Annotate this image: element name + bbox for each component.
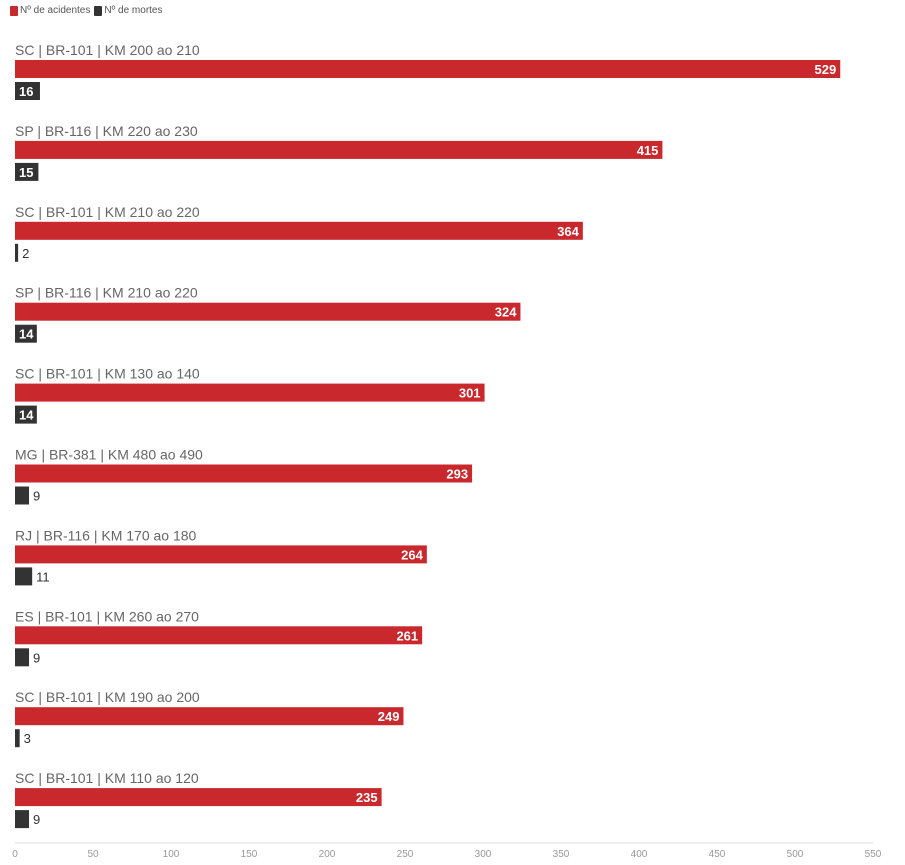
x-tick-label: 250 [397, 849, 414, 860]
accidents-bar [15, 545, 427, 564]
accidents-value-label: 301 [459, 386, 481, 401]
x-tick-label: 350 [553, 849, 570, 860]
legend-swatch-accidents [10, 5, 18, 16]
accidents-bar [15, 302, 521, 321]
category-label: ES | BR-101 | KM 260 ao 270 [15, 608, 199, 624]
x-tick-label: 200 [319, 849, 336, 860]
legend: Nº de acidentes Nº de mortes [10, 5, 167, 16]
accidents-value-label: 264 [401, 547, 423, 562]
accidents-value-label: 415 [637, 143, 659, 158]
deaths-bar [15, 324, 37, 343]
x-tick-label: 300 [475, 849, 492, 860]
x-tick-label: 500 [787, 849, 804, 860]
legend-label-deaths: Nº de mortes [104, 5, 163, 16]
deaths-value-label: 9 [33, 650, 40, 665]
deaths-bar [15, 729, 20, 748]
deaths-value-label: 9 [33, 489, 40, 504]
accidents-bar [15, 464, 473, 483]
accidents-value-label: 235 [356, 790, 378, 805]
accidents-value-label: 261 [396, 628, 418, 643]
deaths-bar [15, 648, 30, 667]
deaths-bar [15, 486, 30, 505]
category-label: SC | BR-101 | KM 130 ao 140 [15, 366, 200, 382]
deaths-value-label: 14 [19, 327, 34, 342]
category-label: SC | BR-101 | KM 200 ao 210 [15, 42, 200, 58]
category-label: SP | BR-116 | KM 210 ao 220 [15, 285, 198, 301]
accidents-value-label: 529 [815, 62, 837, 77]
category-label: RJ | BR-116 | KM 170 ao 180 [15, 527, 197, 543]
accidents-bar [15, 707, 404, 726]
deaths-bar [15, 82, 40, 100]
accidents-bar [15, 221, 583, 240]
deaths-value-label: 11 [36, 569, 50, 584]
accidents-bar [15, 60, 841, 78]
x-tick-label: 100 [163, 849, 180, 860]
deaths-bar [15, 162, 39, 181]
deaths-value-label: 9 [33, 812, 40, 827]
x-tick-label: 400 [631, 849, 648, 860]
deaths-value-label: 14 [19, 408, 34, 423]
deaths-value-label: 3 [24, 731, 31, 746]
accidents-value-label: 293 [446, 467, 468, 482]
deaths-bar [15, 243, 19, 262]
legend-item-accidents[interactable]: Nº de acidentes [10, 5, 90, 16]
x-tick-label: 550 [865, 849, 882, 860]
accidents-bar [15, 626, 423, 645]
x-tick-label: 0 [12, 849, 18, 860]
accidents-bar [15, 788, 382, 807]
category-label: SP | BR-116 | KM 220 ao 230 [15, 123, 198, 139]
accidents-value-label: 324 [495, 305, 517, 320]
category-label: MG | BR-381 | KM 480 ao 490 [15, 447, 203, 463]
x-tick-label: 150 [241, 849, 258, 860]
deaths-bar [15, 567, 33, 586]
accidents-bar [15, 140, 663, 159]
accidents-bar [15, 383, 485, 402]
category-label: SC | BR-101 | KM 190 ao 200 [15, 689, 200, 705]
legend-swatch-deaths [94, 5, 103, 16]
category-label: SC | BR-101 | KM 110 ao 120 [15, 770, 199, 786]
x-tick-label: 50 [87, 849, 99, 860]
legend-item-deaths[interactable]: Nº de mortes [94, 5, 163, 16]
deaths-value-label: 2 [22, 246, 29, 261]
accidents-value-label: 364 [557, 224, 579, 239]
deaths-value-label: 15 [19, 165, 33, 180]
category-label: SC | BR-101 | KM 210 ao 220 [15, 204, 200, 220]
x-tick-label: 450 [709, 849, 726, 860]
legend-label-accidents: Nº de acidentes [20, 5, 91, 16]
accidents-value-label: 249 [378, 709, 400, 724]
deaths-value-label: 16 [19, 84, 33, 99]
deaths-bar [15, 405, 37, 424]
deaths-bar [15, 810, 30, 829]
